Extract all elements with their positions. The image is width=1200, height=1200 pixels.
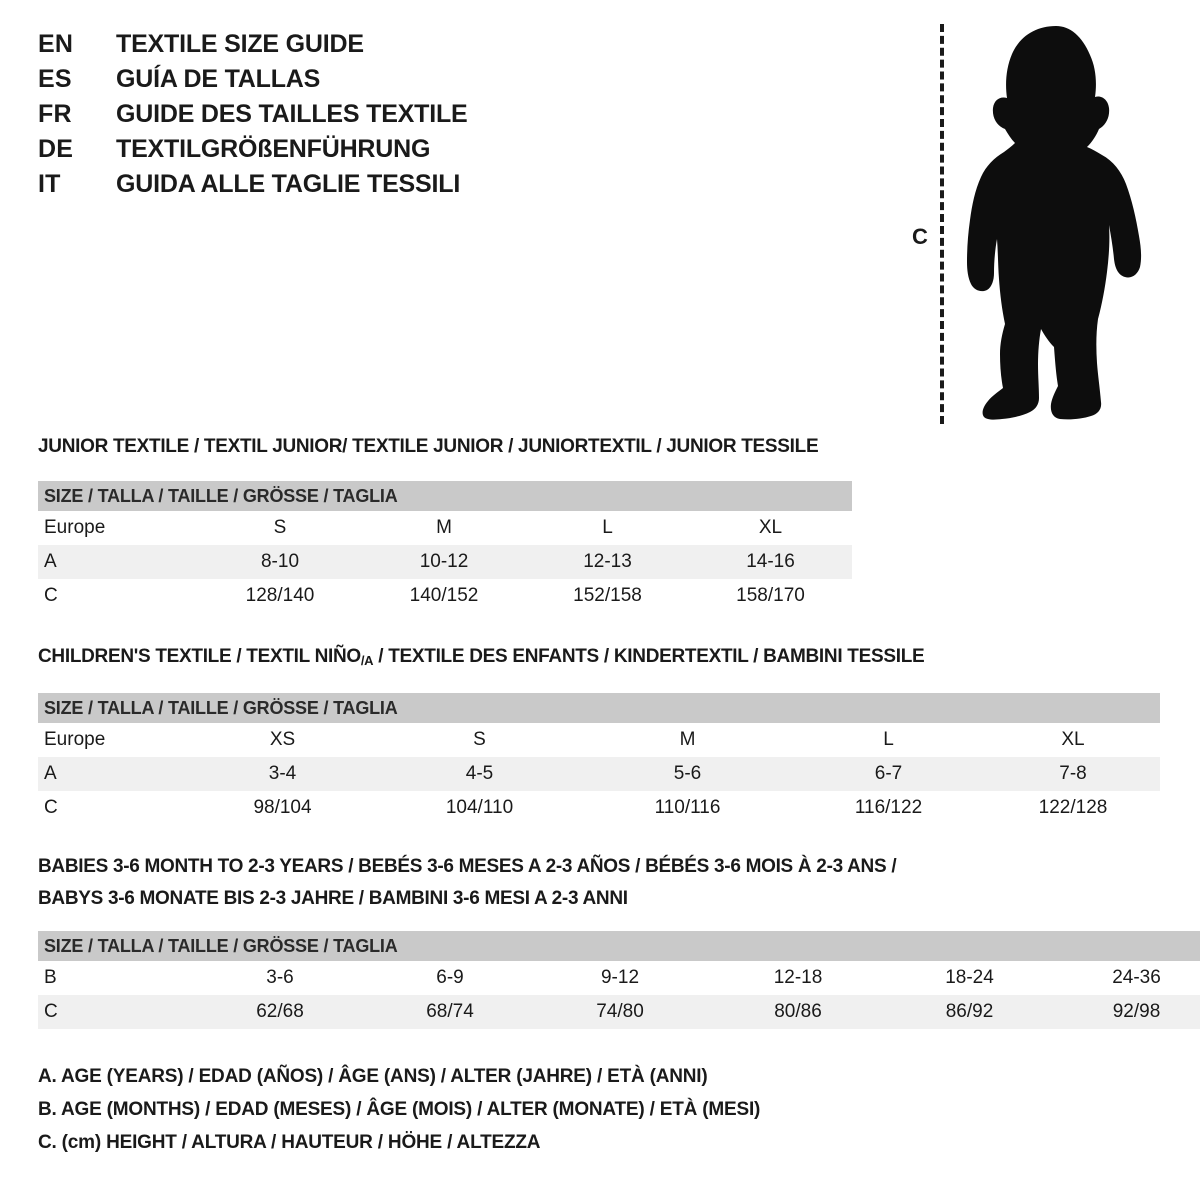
- junior-row-a-l: 12-13: [526, 545, 689, 579]
- section-title-junior: JUNIOR TEXTILE / TEXTIL JUNIOR/ TEXTILE …: [38, 436, 819, 457]
- children-row-a-xs: 3-4: [190, 757, 375, 791]
- children-col-m: M: [584, 723, 791, 757]
- junior-size-table: SIZE / TALLA / TAILLE / GRÖSSE / TAGLIA …: [38, 481, 852, 613]
- babies-row-b-label: B: [38, 961, 190, 995]
- language-row-it: IT GUIDA ALLE TAGLIE TESSILI: [38, 170, 558, 205]
- babies-row-c-c4: 80/86: [710, 995, 886, 1029]
- language-title-block: EN TEXTILE SIZE GUIDE ES GUÍA DE TALLAS …: [38, 30, 558, 205]
- children-row-a-s: 4-5: [375, 757, 584, 791]
- babies-row-b-c1: 3-6: [190, 961, 370, 995]
- junior-col-m: M: [362, 511, 526, 545]
- junior-row-c-xl: 158/170: [689, 579, 852, 613]
- children-row-a-l: 6-7: [791, 757, 986, 791]
- language-title-fr: GUIDE DES TAILLES TEXTILE: [116, 100, 468, 128]
- language-title-es: GUÍA DE TALLAS: [116, 65, 321, 93]
- children-col-europe: Europe: [38, 723, 190, 757]
- junior-col-xl: XL: [689, 511, 852, 545]
- junior-col-s: S: [198, 511, 362, 545]
- babies-row-b-c3: 9-12: [530, 961, 710, 995]
- legend-line-b: B. AGE (MONTHS) / EDAD (MESES) / ÂGE (MO…: [38, 1099, 761, 1120]
- children-bar-label: SIZE / TALLA / TAILLE / GRÖSSE / TAGLIA: [38, 693, 1160, 723]
- children-row-c-xl: 122/128: [986, 791, 1160, 825]
- children-col-s: S: [375, 723, 584, 757]
- children-row-a-m: 5-6: [584, 757, 791, 791]
- junior-row-a-m: 10-12: [362, 545, 526, 579]
- language-title-it: GUIDA ALLE TAGLIE TESSILI: [116, 170, 461, 198]
- language-code-fr: FR: [38, 100, 72, 128]
- language-title-en: TEXTILE SIZE GUIDE: [116, 30, 364, 58]
- table-row: B 3-6 6-9 9-12 12-18 18-24 24-36: [38, 961, 1200, 995]
- junior-row-a-s: 8-10: [198, 545, 362, 579]
- language-row-en: EN TEXTILE SIZE GUIDE: [38, 30, 558, 65]
- junior-row-c-label: C: [38, 579, 198, 613]
- babies-row-b-c6: 24-36: [1053, 961, 1200, 995]
- junior-table-bar-row: SIZE / TALLA / TAILLE / GRÖSSE / TAGLIA: [38, 481, 852, 511]
- section-title-children-pre: CHILDREN'S TEXTILE / TEXTIL NIÑO: [38, 646, 361, 667]
- table-row: C 98/104 104/110 110/116 116/122 122/128: [38, 791, 1160, 825]
- junior-row-c-m: 140/152: [362, 579, 526, 613]
- children-table-bar-row: SIZE / TALLA / TAILLE / GRÖSSE / TAGLIA: [38, 693, 1160, 723]
- junior-row-a-label: A: [38, 545, 198, 579]
- table-row: C 128/140 140/152 152/158 158/170: [38, 579, 852, 613]
- height-marker-label: C: [912, 224, 928, 249]
- section-title-babies-line2: BABYS 3-6 MONATE BIS 2-3 JAHRE / BAMBINI…: [38, 888, 628, 909]
- babies-size-table: SIZE / TALLA / TAILLE / GRÖSSE / TAGLIA …: [38, 931, 1200, 1029]
- language-code-es: ES: [38, 65, 72, 93]
- children-size-table: SIZE / TALLA / TAILLE / GRÖSSE / TAGLIA …: [38, 693, 1160, 825]
- language-code-it: IT: [38, 170, 61, 198]
- babies-row-c-c2: 68/74: [370, 995, 530, 1029]
- babies-row-b-c2: 6-9: [370, 961, 530, 995]
- legend-block: A. AGE (YEARS) / EDAD (AÑOS) / ÂGE (ANS)…: [38, 1066, 760, 1165]
- babies-row-c-c6: 92/98: [1053, 995, 1200, 1029]
- legend-line-a: A. AGE (YEARS) / EDAD (AÑOS) / ÂGE (ANS)…: [38, 1066, 708, 1087]
- table-row: A 8-10 10-12 12-13 14-16: [38, 545, 852, 579]
- language-code-en: EN: [38, 30, 74, 58]
- babies-row-c-c1: 62/68: [190, 995, 370, 1029]
- language-row-fr: FR GUIDE DES TAILLES TEXTILE: [38, 100, 558, 135]
- junior-col-europe: Europe: [38, 511, 198, 545]
- children-row-c-m: 110/116: [584, 791, 791, 825]
- junior-bar-label: SIZE / TALLA / TAILLE / GRÖSSE / TAGLIA: [38, 481, 852, 511]
- children-row-a-label: A: [38, 757, 190, 791]
- children-row-c-label: C: [38, 791, 190, 825]
- children-row-c-xs: 98/104: [190, 791, 375, 825]
- children-col-xl: XL: [986, 723, 1160, 757]
- babies-row-b-c5: 18-24: [886, 961, 1053, 995]
- babies-row-b-c4: 12-18: [710, 961, 886, 995]
- language-row-de: DE TEXTILGRÖßENFÜHRUNG: [38, 135, 558, 170]
- language-code-de: DE: [38, 135, 74, 163]
- junior-col-l: L: [526, 511, 689, 545]
- babies-row-c-c5: 86/92: [886, 995, 1053, 1029]
- legend-line-c: C. (cm) HEIGHT / ALTURA / HAUTEUR / HÖHE…: [38, 1132, 541, 1153]
- language-row-es: ES GUÍA DE TALLAS: [38, 65, 558, 100]
- children-row-c-s: 104/110: [375, 791, 584, 825]
- height-dashed-line: [940, 24, 944, 424]
- language-title-de: TEXTILGRÖßENFÜHRUNG: [116, 135, 431, 163]
- child-silhouette-icon: [967, 26, 1142, 420]
- table-row: A 3-4 4-5 5-6 6-7 7-8: [38, 757, 1160, 791]
- children-row-a-xl: 7-8: [986, 757, 1160, 791]
- junior-row-c-s: 128/140: [198, 579, 362, 613]
- junior-row-c-l: 152/158: [526, 579, 689, 613]
- babies-table-bar-row: SIZE / TALLA / TAILLE / GRÖSSE / TAGLIA: [38, 931, 1200, 961]
- children-col-l: L: [791, 723, 986, 757]
- section-title-children-sub: /A: [360, 653, 374, 668]
- babies-row-c-c3: 74/80: [530, 995, 710, 1029]
- section-title-children: CHILDREN'S TEXTILE / TEXTIL NIÑO/A / TEX…: [38, 646, 925, 668]
- children-header-row: Europe XS S M L XL: [38, 723, 1160, 757]
- babies-bar-label: SIZE / TALLA / TAILLE / GRÖSSE / TAGLIA: [38, 931, 1200, 961]
- table-row: C 62/68 68/74 74/80 80/86 86/92 92/98: [38, 995, 1200, 1029]
- children-row-c-l: 116/122: [791, 791, 986, 825]
- children-col-xs: XS: [190, 723, 375, 757]
- section-title-babies-line1: BABIES 3-6 MONTH TO 2-3 YEARS / BEBÉS 3-…: [38, 856, 897, 877]
- section-title-children-post: / TEXTILE DES ENFANTS / KINDERTEXTIL / B…: [373, 646, 925, 667]
- height-figure: C: [890, 10, 1190, 430]
- babies-row-c-label: C: [38, 995, 190, 1029]
- junior-header-row: Europe S M L XL: [38, 511, 852, 545]
- junior-row-a-xl: 14-16: [689, 545, 852, 579]
